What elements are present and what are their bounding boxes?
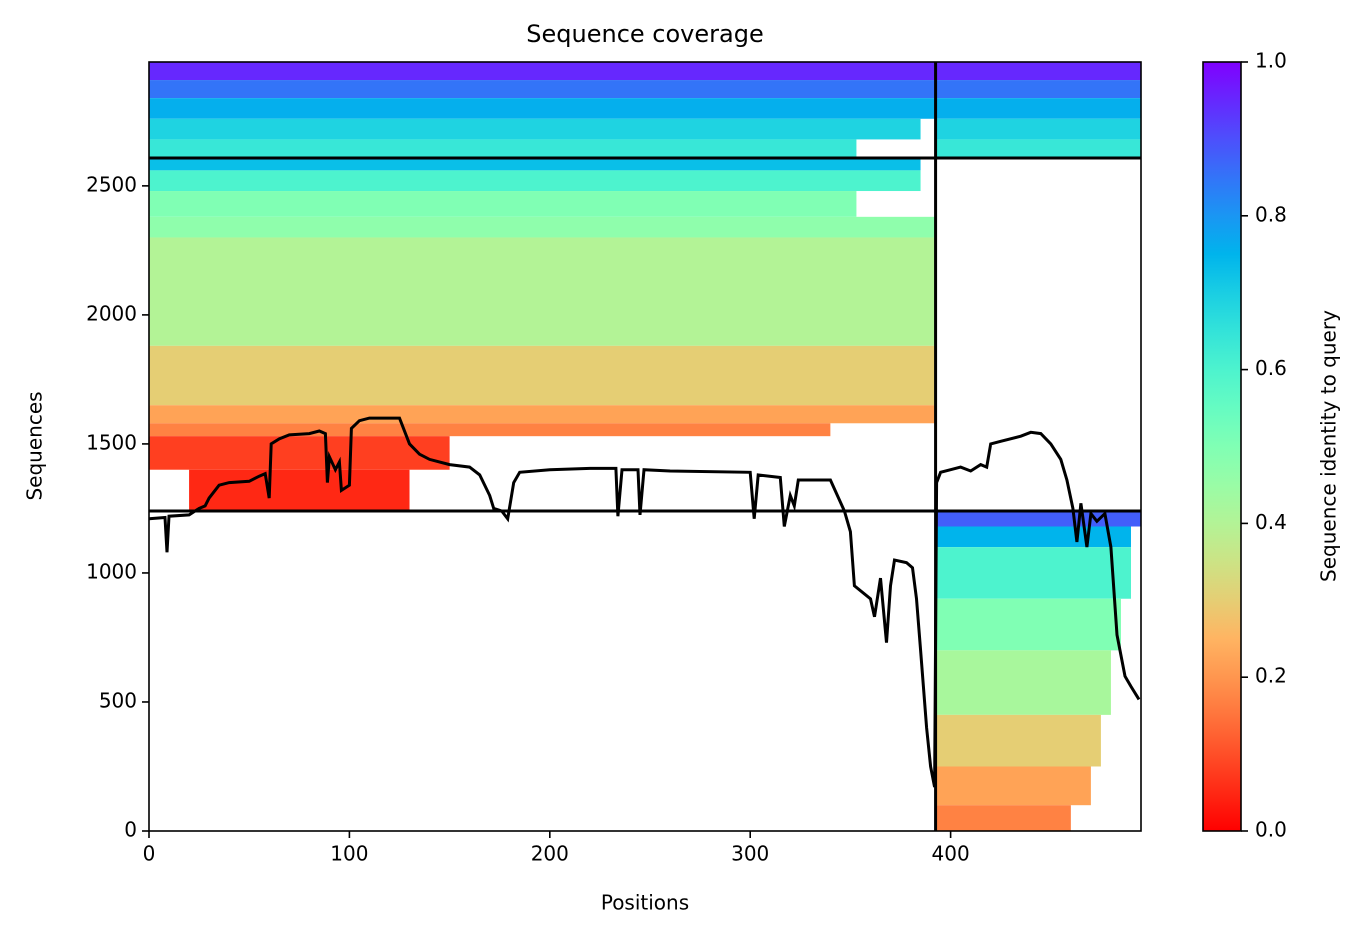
heatmap — [149, 62, 1141, 831]
colorbar — [1202, 61, 1242, 832]
coverage-band — [149, 345, 936, 406]
coverage-band — [935, 805, 1071, 831]
plot-frame — [148, 61, 1142, 832]
y-tick-label: 2500 — [86, 172, 137, 196]
colorbar-tick-label: 0.8 — [1255, 202, 1287, 226]
coverage-band — [935, 547, 1131, 599]
colorbar-tick-label: 0.0 — [1255, 818, 1287, 842]
x-tick-label: 300 — [731, 842, 769, 866]
coverage-band — [149, 405, 936, 424]
x-tick-label: 200 — [531, 842, 569, 866]
colorbar-tick-label: 0.2 — [1255, 664, 1287, 688]
axes: 0 100 200 300 400 0 500 1000 1500 2000 2500 0.0 0.2 0… — [86, 49, 1287, 866]
coverage-band — [149, 423, 831, 437]
coverage-band — [935, 598, 1121, 651]
coverage-band — [149, 62, 1141, 81]
coverage-band — [149, 216, 936, 238]
y-tick-label: 500 — [99, 688, 137, 712]
y-tick-label: 1500 — [86, 430, 137, 454]
y-axis-label: Sequences — [23, 391, 47, 500]
coverage-band — [149, 191, 857, 217]
y-tick-label: 2000 — [86, 301, 137, 325]
y-tick-label: 0 — [124, 818, 137, 842]
colorbar-tick-label: 0.6 — [1255, 356, 1287, 380]
coverage-band — [149, 118, 921, 140]
x-tick-label: 0 — [143, 842, 156, 866]
coverage-band — [935, 650, 1111, 715]
x-tick-label: 400 — [932, 842, 970, 866]
coverage-line — [149, 416, 1141, 788]
colorbar-tick-label: 0.4 — [1255, 510, 1287, 534]
coverage-band — [935, 139, 1141, 158]
coverage-band — [189, 469, 410, 512]
x-tick-label: 100 — [330, 842, 368, 866]
coverage-band — [935, 526, 1131, 548]
chart-title: Sequence coverage — [526, 20, 763, 48]
coverage-band — [149, 80, 1141, 99]
coverage-band — [935, 511, 1141, 527]
coverage-band — [935, 118, 1141, 140]
overlay — [149, 62, 1141, 831]
coverage-band — [149, 157, 921, 171]
coverage-band — [149, 237, 936, 346]
colorbar-tick-label: 1.0 — [1255, 49, 1287, 73]
colorbar-label: Sequence identity to query — [1317, 310, 1341, 582]
coverage-band — [149, 170, 921, 192]
coverage-band — [935, 766, 1091, 806]
coverage-band — [149, 436, 450, 470]
coverage-band — [149, 98, 1141, 119]
coverage-band — [935, 714, 1101, 767]
coverage-band — [149, 139, 857, 158]
y-tick-label: 1000 — [86, 559, 137, 583]
x-axis-label: Positions — [601, 891, 689, 915]
